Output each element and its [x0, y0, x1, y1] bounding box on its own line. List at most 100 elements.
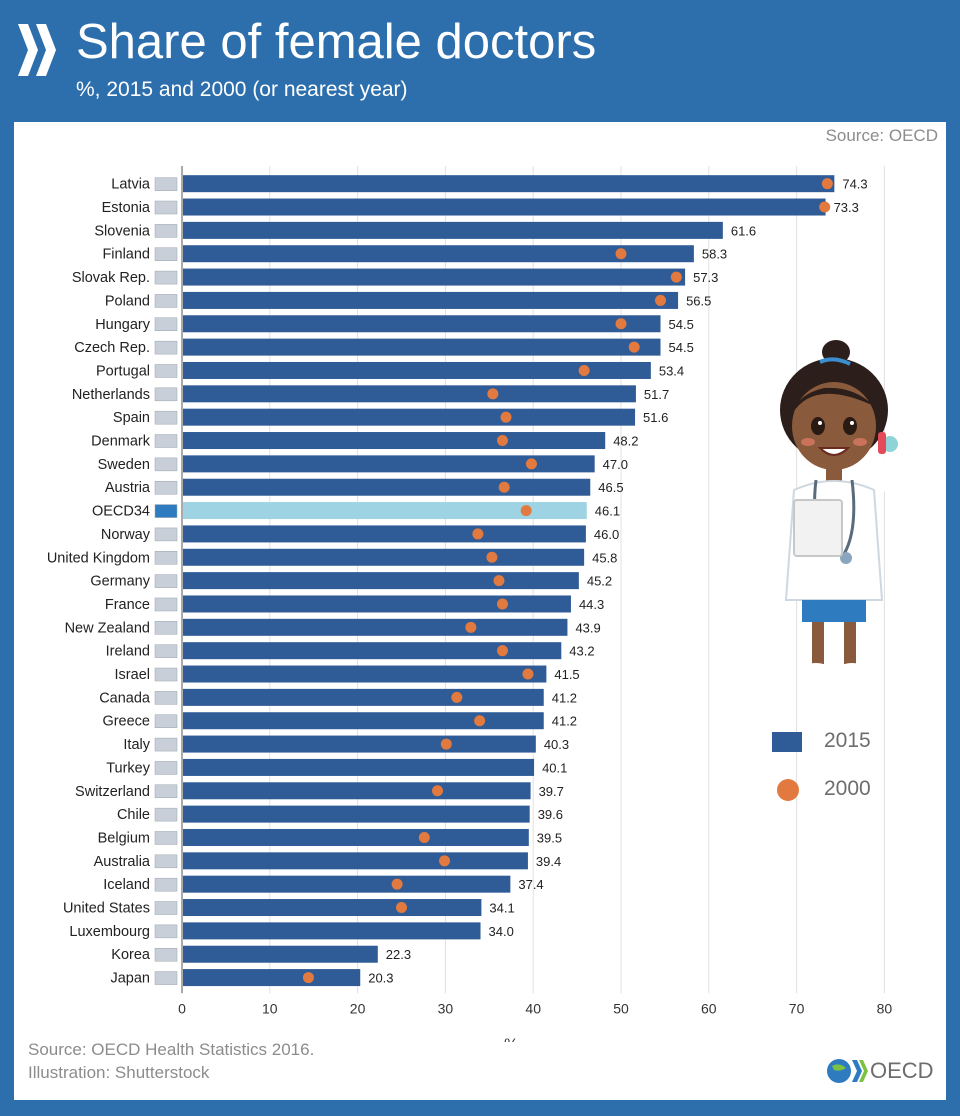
- value-label: 56.5: [686, 293, 711, 308]
- dot-2000: [465, 621, 477, 633]
- category-label: Czech Rep.: [74, 340, 150, 356]
- legend-label-2015: 2015: [824, 729, 871, 752]
- flag-icon: [154, 457, 178, 472]
- bar-2015: [183, 408, 636, 426]
- dot-2000: [431, 785, 443, 797]
- category-label: Greece: [102, 714, 150, 730]
- value-label: 40.3: [544, 737, 569, 752]
- dot-2000: [500, 411, 512, 423]
- dot-2000: [496, 598, 508, 610]
- category-label: Ireland: [106, 644, 150, 660]
- value-label: 39.4: [536, 854, 561, 869]
- dot-2000: [578, 364, 590, 376]
- bar-2015: [183, 268, 686, 286]
- dot-2000: [655, 294, 667, 306]
- legend-item-2015: 2015: [772, 728, 922, 758]
- flag-icon: [154, 317, 178, 332]
- dot-2000: [615, 318, 627, 330]
- bar-2015: [183, 478, 591, 496]
- category-label: Iceland: [103, 877, 150, 893]
- x-axis-label: %: [504, 1036, 518, 1042]
- legend-item-2000: 2000: [772, 776, 922, 806]
- bar-2015: [183, 595, 571, 613]
- dot-2000: [522, 668, 534, 680]
- value-label: 46.5: [598, 480, 623, 495]
- value-label: 73.3: [834, 200, 859, 215]
- category-label: Finland: [102, 247, 150, 263]
- value-label: 22.3: [386, 947, 411, 962]
- bar-2015: [183, 782, 531, 800]
- oecd-globe-icon: [827, 1059, 868, 1083]
- category-label: United Kingdom: [47, 550, 150, 566]
- category-label: Sweden: [98, 457, 150, 473]
- bar-2015: [183, 945, 378, 963]
- flag-icon: [154, 831, 178, 845]
- category-label: Slovenia: [94, 223, 151, 239]
- value-label: 58.3: [702, 247, 727, 262]
- bar-2015: [183, 432, 606, 450]
- flag-icon: [154, 177, 178, 191]
- category-label: Turkey: [106, 760, 151, 776]
- category-label: New Zealand: [65, 620, 150, 636]
- value-label: 37.4: [518, 877, 543, 892]
- flag-icon: [154, 714, 178, 728]
- x-tick-label: 10: [262, 1000, 278, 1016]
- flag-icon: [154, 224, 178, 238]
- value-label: 34.1: [489, 901, 514, 916]
- bar-2015: [183, 618, 568, 636]
- category-label: Norway: [101, 527, 151, 543]
- bar-2015: [183, 828, 529, 846]
- bar-2015: [183, 455, 595, 473]
- category-label: Latvia: [111, 177, 151, 193]
- x-tick-label: 30: [438, 1000, 454, 1016]
- value-label: 39.6: [538, 807, 563, 822]
- category-label: Germany: [90, 574, 150, 590]
- value-label: 61.6: [731, 223, 756, 238]
- dot-2000: [670, 271, 682, 283]
- dot-2000: [819, 201, 831, 213]
- value-label: 41.2: [552, 690, 577, 705]
- value-label: 34.0: [489, 924, 514, 939]
- dot-2000: [615, 248, 627, 260]
- value-label: 47.0: [603, 457, 628, 472]
- flag-icon: [154, 644, 178, 658]
- category-label: Italy: [123, 737, 150, 753]
- flag-icon: [154, 854, 178, 869]
- source-note: Source: OECD: [825, 126, 938, 145]
- source-citation: Source: OECD Health Statistics 2016.: [28, 1040, 315, 1059]
- x-tick-label: 60: [701, 1000, 717, 1016]
- value-label: 45.8: [592, 550, 617, 565]
- page-title: Share of female doctors: [76, 15, 597, 69]
- footer-source: Source: OECD Health Statistics 2016. Ill…: [28, 1038, 314, 1084]
- value-label: 41.2: [552, 714, 577, 729]
- flag-icon: [154, 480, 178, 495]
- dot-2000: [496, 645, 508, 657]
- flag-icon: [154, 947, 178, 962]
- category-label: Switzerland: [75, 784, 150, 800]
- value-label: 40.1: [542, 760, 567, 775]
- dot-2000: [520, 505, 532, 517]
- bar-2015: [183, 198, 826, 216]
- value-label: 54.5: [669, 340, 694, 355]
- category-label: Poland: [105, 293, 150, 309]
- category-label: Estonia: [102, 200, 151, 216]
- dot-2000: [396, 902, 407, 914]
- bar-2015: [183, 221, 723, 239]
- flag-icon: [154, 527, 178, 542]
- header: Share of female doctors %, 2015 and 2000…: [0, 0, 960, 122]
- x-tick-label: 20: [350, 1000, 366, 1016]
- category-label: Canada: [99, 690, 151, 706]
- flag-icon: [154, 504, 178, 518]
- bar-2015: [183, 642, 562, 660]
- bar-2015: [183, 665, 547, 683]
- flag-icon: [154, 294, 178, 308]
- dot-2000: [302, 972, 314, 984]
- flag-icon: [154, 761, 178, 775]
- category-label: Hungary: [95, 317, 151, 333]
- dot-2000: [525, 458, 537, 470]
- value-label: 57.3: [693, 270, 718, 285]
- flag-icon: [154, 551, 178, 565]
- flag-icon: [154, 667, 178, 682]
- category-label: Netherlands: [72, 387, 150, 403]
- flag-icon: [154, 574, 178, 588]
